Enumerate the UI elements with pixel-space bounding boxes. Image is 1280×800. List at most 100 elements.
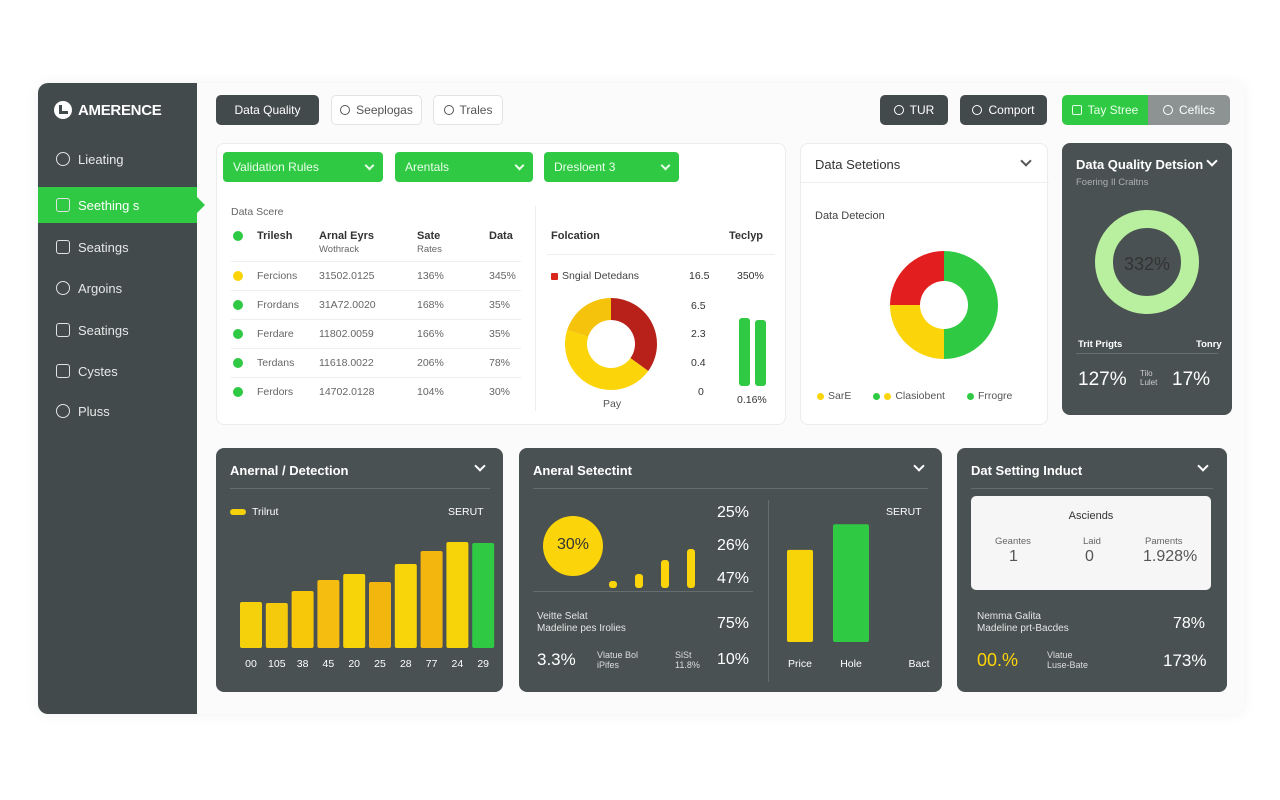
sidebar-item-label: Seatings: [78, 239, 129, 255]
axis-value: 6.5: [691, 300, 706, 312]
sidebar-item-lieating[interactable]: Lieating: [38, 141, 197, 177]
clock-icon: [893, 105, 904, 115]
mini-bar: [635, 574, 643, 588]
dresloent-dropdown[interactable]: Dresloent 3: [544, 152, 679, 182]
col-subheader: Wothrack: [319, 244, 359, 255]
x-tick-label: Price: [788, 658, 812, 670]
donut-slice: [944, 251, 998, 359]
row-divider: [231, 290, 521, 291]
table-cell: 345%: [489, 270, 516, 282]
chevron-down-icon[interactable]: [1197, 460, 1209, 472]
rules-panel: Validation Rules Arentals Dresloent 3 Da…: [216, 143, 786, 425]
metric-label: Nemma Galita: [977, 611, 1041, 622]
comport-button[interactable]: Comport: [960, 95, 1047, 125]
sidebar-item-argoins[interactable]: Argoins: [38, 270, 197, 306]
app-logo[interactable]: AMERENCE: [54, 101, 162, 119]
donut-slice: [611, 298, 657, 372]
row-divider: [231, 348, 521, 349]
selection-circle: [543, 516, 603, 576]
table-caption: Data Scere: [231, 206, 284, 218]
sidebar-item-label: Cystes: [78, 363, 118, 379]
row-divider: [231, 377, 521, 378]
col-header-folcation[interactable]: Folcation: [551, 230, 600, 242]
quality-gauge: [1095, 210, 1199, 314]
donut-slice: [565, 329, 649, 390]
table-cell: 35%: [489, 328, 511, 340]
sidebar: AMERENCE Lieating Seething s Seatings Ar…: [38, 83, 205, 714]
column-label: Tonry: [1196, 339, 1222, 350]
chevron-down-icon: [364, 160, 375, 170]
col-header-rate[interactable]: Sate: [417, 230, 441, 242]
divider: [533, 488, 928, 489]
col-header-date[interactable]: Arnal Eyrs: [319, 230, 375, 242]
sidebar-item-label: Lieating: [78, 151, 124, 167]
legend-right: SERUT: [448, 506, 484, 518]
stat-label: SiSt 11.8%: [675, 650, 700, 670]
quality-panel: Data Quality Detsion Foering Il Craltns …: [1062, 143, 1232, 415]
tab-label: Data Quality: [234, 103, 301, 117]
circle-icon: [340, 105, 351, 115]
mini-bar: [609, 581, 617, 588]
table-cell: 78%: [489, 357, 511, 369]
sidebar-item-cystes[interactable]: Cystes: [38, 353, 197, 389]
chevron-down-icon[interactable]: [1020, 155, 1032, 167]
sidebar-item-pluss[interactable]: Pluss: [38, 393, 197, 429]
metric-label: Veitte Selat: [537, 611, 588, 622]
table-cell: Ferdors: [257, 386, 294, 398]
donut-slice: [890, 251, 944, 305]
stat-value: 173%: [1163, 651, 1207, 670]
bar: [394, 564, 417, 648]
bar: [420, 551, 443, 648]
button-label: TUR: [909, 103, 935, 117]
anomaly-detection-panel: Anernal / Detection Trilrut SERUT 00 105 3…: [216, 448, 503, 692]
col-header-name[interactable]: Trilesh: [257, 230, 293, 242]
app-title: AMERENCE: [78, 101, 162, 119]
button-label: Cefilcs: [1178, 103, 1215, 117]
app-window: AMERENCE Lieating Seething s Seatings Ar…: [38, 83, 1244, 714]
x-tick-label: 77: [426, 658, 438, 670]
sidebar-item-seatings-2[interactable]: Seatings: [38, 312, 197, 348]
bar: [787, 549, 813, 642]
panel-title: Data Quality Detsion: [1076, 157, 1204, 172]
header-status-icon: [233, 231, 243, 241]
check-icon: [233, 387, 243, 397]
tab-data-quality[interactable]: Data Quality: [216, 95, 319, 125]
sidebar-item-seatings[interactable]: Seatings: [38, 229, 197, 265]
box-col-label: Laid: [1083, 536, 1101, 547]
col-header-data[interactable]: Data: [489, 230, 513, 242]
tab-trales[interactable]: Trales: [433, 95, 503, 125]
tur-button[interactable]: TUR: [880, 95, 948, 125]
row-divider: [231, 319, 521, 320]
gear-icon: [56, 281, 70, 295]
rules-donut-chart: [565, 298, 657, 390]
legend-signal-detections: Sngial Detedans: [551, 270, 639, 282]
bar: [291, 591, 314, 648]
chevron-down-icon[interactable]: [1206, 155, 1218, 167]
bar-caption: 0.16%: [737, 394, 767, 406]
x-tick-label: 24: [452, 658, 464, 670]
divider: [533, 591, 753, 592]
divider: [801, 182, 1049, 183]
validation-rules-dropdown[interactable]: Validation Rules: [223, 152, 383, 182]
sidebar-item-seethings[interactable]: Seething s: [38, 187, 205, 223]
table-cell: 11802.0059: [319, 328, 374, 340]
x-tick-label: 45: [323, 658, 335, 670]
legend-label: Frrogre: [977, 390, 1013, 402]
divider: [547, 254, 775, 255]
row-divider: [231, 261, 521, 262]
bar: [317, 580, 340, 648]
sidebar-item-label: Seething s: [78, 197, 140, 213]
arentals-dropdown[interactable]: Arentals: [395, 152, 533, 182]
settings-summary-box: Asciends Geantes 1 Laid 0 Paments 1.928%: [971, 496, 1211, 590]
table-cell: 11618.0022: [319, 357, 374, 369]
tay-stree-button[interactable]: Tay Stree: [1062, 95, 1148, 125]
cefilcs-button[interactable]: Cefilcs: [1148, 95, 1230, 125]
x-tick-label: 25: [374, 658, 386, 670]
table-cell: 14702.0128: [319, 386, 375, 398]
legend-swatch: [230, 509, 246, 515]
stat-value: 10%: [717, 651, 750, 668]
col-header-teclyp[interactable]: Teclyp: [729, 230, 764, 242]
tab-seeplogas[interactable]: Seeplogas: [331, 95, 422, 125]
axis-value: 2.3: [691, 328, 706, 340]
info-icon: [1162, 105, 1173, 115]
